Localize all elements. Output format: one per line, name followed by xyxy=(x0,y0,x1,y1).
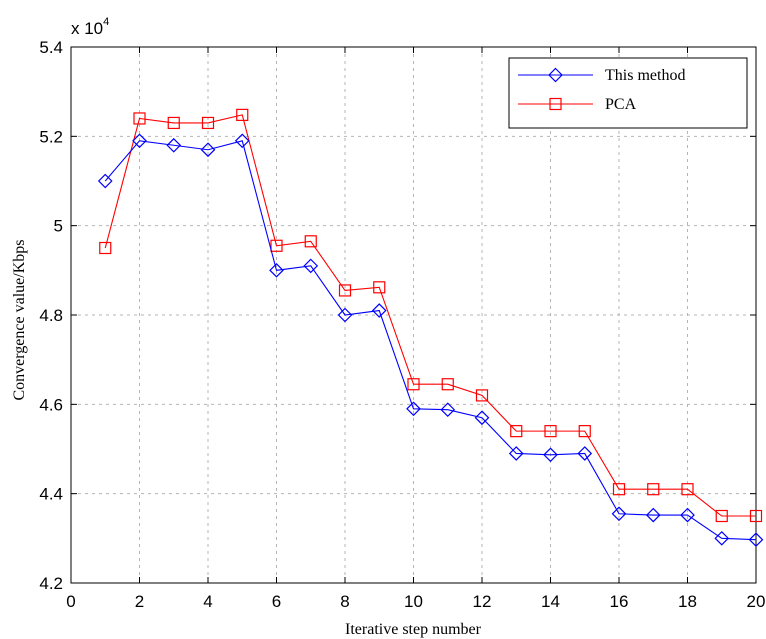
x-tick-label: 10 xyxy=(404,592,423,611)
data-point-pca xyxy=(647,483,660,496)
data-point-pca xyxy=(749,509,763,523)
data-point-pca xyxy=(441,378,454,391)
legend-box xyxy=(508,57,748,129)
x-tick-label: 16 xyxy=(610,592,629,611)
axis-ticks xyxy=(70,46,757,584)
axis-tick-labels: 0 2 4 6 8 10 12 14 16 18 20 4.2 4.4 4.6 4.8 5 5.2 5.4 xyxy=(39,38,765,611)
x-tick-label: 20 xyxy=(747,592,766,611)
x-tick-label: 4 xyxy=(203,592,212,611)
data-point-pca xyxy=(681,483,694,496)
data-point-pca xyxy=(304,235,317,248)
data-point-pca xyxy=(99,241,112,255)
data-point-this-method xyxy=(200,142,216,158)
data-point-pca xyxy=(407,378,420,391)
y-tick-label: 5 xyxy=(54,217,63,236)
data-point-this-method xyxy=(577,446,593,461)
legend-label: PCA xyxy=(605,96,637,113)
data-point-pca xyxy=(133,112,146,125)
y-tick-label: 4.6 xyxy=(39,395,63,414)
x-tick-label: 2 xyxy=(135,592,144,611)
series-layer xyxy=(97,108,764,548)
x-tick-label: 0 xyxy=(66,592,75,611)
data-point-pca xyxy=(338,284,352,297)
data-point-pca xyxy=(578,425,591,438)
y-axis-multiplier: x 104 xyxy=(71,16,109,38)
data-point-pca xyxy=(201,116,215,130)
legend-marker xyxy=(548,67,563,83)
data-point-this-method xyxy=(269,262,284,278)
x-tick-label: 12 xyxy=(473,592,492,611)
data-point-this-method xyxy=(714,530,730,546)
data-point-this-method xyxy=(132,133,147,149)
data-point-pca xyxy=(510,425,523,438)
x-tick-label: 14 xyxy=(541,592,560,611)
data-point-pca xyxy=(612,483,626,496)
data-point-this-method xyxy=(303,258,319,274)
data-point-this-method xyxy=(166,137,182,153)
data-point-pca xyxy=(715,509,728,523)
x-tick-label: 8 xyxy=(340,592,349,611)
data-point-pca xyxy=(373,281,386,294)
y-axis-title: Convergence value/Kbps xyxy=(11,240,28,401)
y-tick-label: 4.4 xyxy=(39,485,63,504)
data-point-this-method xyxy=(337,307,353,323)
data-point-this-method xyxy=(748,532,764,548)
data-point-this-method xyxy=(611,506,627,522)
legend-item-pca: PCA xyxy=(518,96,637,113)
series-pca xyxy=(99,108,763,523)
series-this-method xyxy=(97,133,764,548)
data-point-this-method xyxy=(371,303,387,318)
legend: This method PCA xyxy=(508,57,748,129)
series-line-this-method xyxy=(104,140,757,541)
legend-item-this-method: This method xyxy=(518,67,685,84)
x-tick-label: 18 xyxy=(678,592,697,611)
x-axis-title: Iterative step number xyxy=(345,621,482,638)
legend-label: This method xyxy=(605,67,685,84)
y-tick-label: 5.2 xyxy=(39,127,63,146)
data-point-this-method xyxy=(440,402,456,418)
data-point-pca xyxy=(167,116,180,130)
data-point-pca xyxy=(270,239,283,252)
data-point-pca xyxy=(475,389,489,402)
legend-marker xyxy=(549,97,562,111)
data-point-this-method xyxy=(406,401,421,417)
x-tick-label: 6 xyxy=(272,592,281,611)
data-point-this-method xyxy=(508,446,524,461)
data-point-this-method xyxy=(97,173,113,189)
y-tick-label: 4.2 xyxy=(39,574,63,593)
data-point-this-method xyxy=(234,133,250,149)
data-point-this-method xyxy=(645,507,661,523)
data-point-pca xyxy=(544,425,557,438)
y-tick-label: 4.8 xyxy=(39,306,63,325)
data-point-this-method xyxy=(474,410,490,426)
data-point-pca xyxy=(236,108,249,121)
data-point-this-method xyxy=(543,447,558,463)
data-point-this-method xyxy=(680,507,695,523)
y-tick-label: 5.4 xyxy=(39,38,63,57)
